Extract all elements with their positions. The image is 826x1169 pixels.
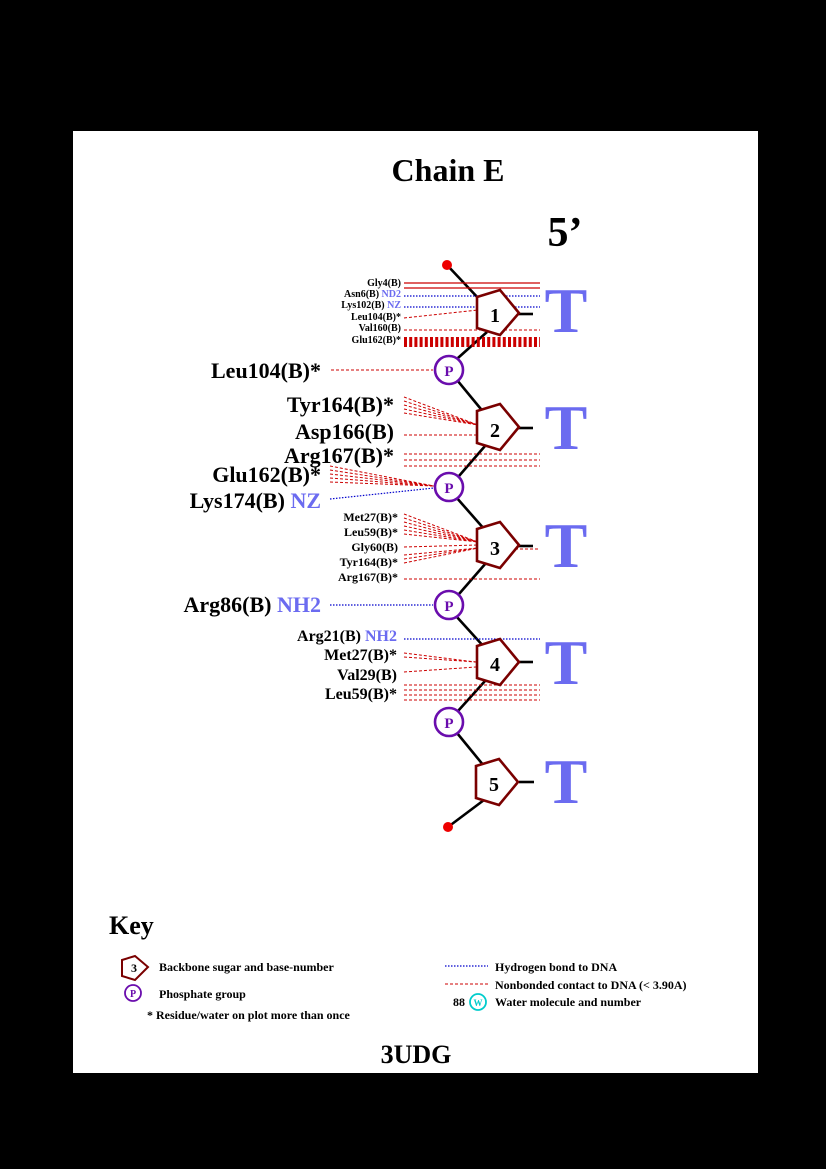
sugar-number: 1 [490,305,500,327]
residue-label: Arg167(B)* [338,570,398,584]
residue-label: Glu162(B)* [212,462,321,487]
base-3: T [545,510,588,581]
legend-water-icon: W [469,993,487,1011]
sugar-2: 2 [475,402,521,452]
residue-label: Gly4(B) [367,278,401,289]
legend-nonbond-label: Nonbonded contact to DNA (< 3.90A) [495,978,687,992]
residue-label: Met27(B)* [343,510,398,524]
legend-repeat-label: * Residue/water on plot more than once [147,1008,351,1022]
bases: T T T T T [545,275,588,817]
sugar-5: 5 [474,757,520,807]
pdb-code: 3UDG [381,1040,452,1069]
residue-label: Leu104(B)* [351,312,401,323]
residue-label: Leu59(B)* [344,525,398,539]
contact-lines [329,282,540,701]
sugar-3: 3 [475,520,521,570]
residue-label: Met27(B)* [324,647,397,664]
base-2: T [545,392,588,463]
residue-label: Asn6(B) ND2 [344,289,401,300]
residue-labels: Gly4(B) Asn6(B) ND2 Lys102(B) NZ Leu104(… [184,278,402,703]
residue-label: Lys102(B) NZ [341,300,401,311]
phosphate-1: P [433,354,465,386]
legend-phosphate-label: Phosphate group [159,987,246,1001]
base-5: T [545,746,588,817]
terminal-atom-3prime [443,822,453,832]
svg-text:3: 3 [131,961,137,975]
phosphate-label: P [444,364,453,380]
legend-water-number: 88 [453,995,465,1009]
phosphate-label: P [444,481,453,497]
residue-label: Leu104(B)* [211,358,321,383]
legend-phosphate-icon: P [124,984,142,1002]
residue-label: Asp166(B) [295,419,394,444]
residue-label: Arg86(B) NH2 [184,592,321,617]
sugar-number: 5 [489,774,499,796]
phosphate-3: P [433,589,465,621]
residue-label: Leu59(B)* [325,686,397,703]
legend: Key 3 Backbone sugar and base-number P P… [109,911,687,1022]
backbone [446,264,488,829]
chain-title: Chain E [392,152,505,188]
residue-label: Gly60(B) [351,540,398,554]
phosphate-label: P [444,716,453,732]
legend-hbond-label: Hydrogen bond to DNA [495,960,617,974]
residue-label: Arg167(B)* [284,443,394,468]
legend-water-label: Water molecule and number [495,995,642,1009]
residue-label: Tyr164(B)* [340,555,398,569]
sugar-4: 4 [475,637,521,687]
phosphate-label: P [444,599,453,615]
svg-text:W: W [474,998,483,1008]
terminal-atom-5prime [442,260,452,270]
residue-label: Arg21(B) NH2 [297,628,397,645]
svg-text:P: P [130,989,136,1000]
legend-sugar-icon: 3 [121,954,150,982]
residue-label: Val160(B) [359,323,401,334]
legend-title: Key [109,911,154,940]
phosphate-2: P [433,471,465,503]
five-prime-label: 5’ [548,210,583,256]
sugar-number: 3 [490,538,500,560]
residue-label: Tyr164(B)* [287,392,394,417]
residue-label: Val29(B) [337,667,397,684]
phosphate-4: P [433,706,465,738]
residue-label: Lys174(B) NZ [190,488,321,513]
base-links [518,312,534,784]
base-4: T [545,627,588,698]
sugar-number: 2 [490,420,500,442]
legend-sugar-label: Backbone sugar and base-number [159,960,334,974]
base-1: T [545,275,588,346]
sugar-1: 1 [475,288,521,337]
sugar-number: 4 [490,654,500,676]
residue-label: Glu162(B)* [352,335,401,346]
